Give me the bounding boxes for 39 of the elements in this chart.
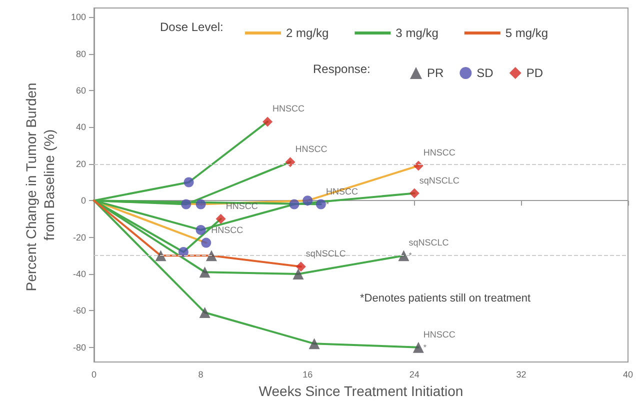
annotation: HNSCC — [211, 224, 244, 235]
x-tick-label: 24 — [409, 370, 420, 380]
annotation: HNSCC — [423, 148, 456, 158]
y-tick-label: 80 — [76, 48, 86, 59]
y-axis-title: Percent Change in Tumor Burden from Baseline (%) — [23, 78, 57, 292]
y-tick-label: 40 — [76, 122, 86, 132]
annotation: HNSCC — [226, 200, 258, 211]
legend-label: 5 mg/kg — [505, 26, 548, 40]
x-tick-label: 40 — [622, 370, 633, 380]
x-tick-label: 0 — [91, 370, 97, 380]
y-tick-label: 0 — [80, 196, 86, 206]
annotation: HNSCC — [295, 144, 328, 154]
annotation: sqNSCLC — [408, 238, 450, 248]
legend-title: Dose Level: — [160, 20, 224, 34]
annotation: HNSCC — [423, 329, 456, 340]
annotation: HNSCC — [272, 104, 306, 114]
annotation: * — [423, 342, 427, 352]
annotation: Response: — [313, 62, 370, 76]
x-tick-label: 8 — [198, 370, 204, 380]
annotation: * — [408, 251, 412, 260]
legend-label: SD — [476, 66, 494, 80]
y-tick-label: -80 — [72, 342, 86, 352]
legend-label: 3 mg/kg — [396, 26, 438, 40]
y-tick-label: -40 — [72, 268, 86, 279]
y-tick-label: 60 — [76, 86, 86, 96]
y-tick-label: -60 — [72, 306, 86, 316]
legend-label: 2 mg/kg — [286, 26, 329, 40]
x-tick-label: 32 — [516, 370, 526, 380]
annotation: *Denotes patients still on treatment — [360, 292, 531, 304]
y-tick-label: -20 — [72, 232, 86, 242]
legend-label: PR — [427, 66, 444, 80]
x-axis-title: Weeks Since Treatment Initiation — [258, 383, 464, 399]
annotation: sqNSCLC — [419, 175, 460, 186]
x-tick-label: 16 — [302, 370, 313, 380]
y-tick-label: 100 — [70, 12, 86, 22]
annotation: * — [326, 200, 330, 209]
legend-label: PD — [526, 66, 544, 80]
y-tick-label: 20 — [76, 158, 86, 169]
annotation: sqNSCLC — [306, 248, 346, 259]
